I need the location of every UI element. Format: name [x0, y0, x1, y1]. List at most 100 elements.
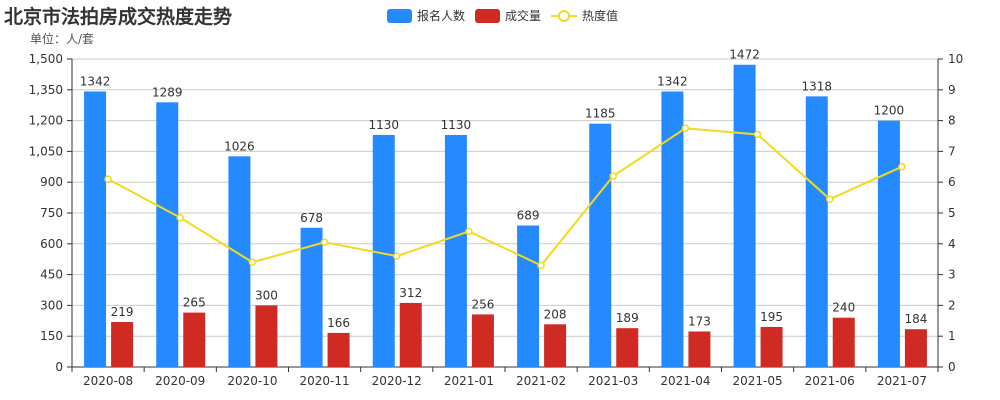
- heat-point: [537, 261, 545, 270]
- signups-bar-label: 1472: [729, 48, 760, 62]
- signups-bar: [300, 227, 323, 367]
- heat-point: [176, 213, 184, 222]
- x-tick-label: 2020-11: [300, 374, 350, 388]
- left-tick-label: 600: [40, 237, 63, 251]
- deals-bar: [832, 317, 855, 367]
- signups-bar-label: 1200: [874, 104, 905, 118]
- signups-bar-label: 1342: [80, 74, 111, 88]
- deals-bar-label: 265: [183, 296, 206, 310]
- signups-bar-label: 678: [300, 211, 323, 225]
- legend-label: 热度值: [582, 9, 619, 23]
- signups-bar: [228, 156, 251, 367]
- signups-bar: [156, 102, 179, 368]
- left-tick-label: 1,500: [29, 52, 63, 66]
- deals-bar-label: 240: [832, 301, 855, 315]
- signups-bar: [517, 225, 540, 367]
- heat-line: [107, 127, 903, 267]
- signups-bar-label: 1026: [224, 139, 255, 153]
- deals-bar: [327, 332, 350, 367]
- legend-label: 报名人数: [417, 9, 466, 23]
- chart-title: 北京市法拍房成交热度走势: [4, 6, 233, 28]
- deals-bar: [399, 302, 422, 367]
- left-tick-label: 150: [40, 329, 63, 343]
- deals-bar: [471, 314, 494, 367]
- deals-bar-label: 166: [327, 316, 350, 330]
- heat-point: [826, 195, 834, 203]
- deals-bar: [688, 331, 711, 367]
- signups-bar: [444, 134, 467, 367]
- signups-bar: [805, 96, 828, 367]
- deals-bar-label: 195: [760, 310, 783, 324]
- heat-point: [104, 175, 112, 183]
- deals-bar-label: 300: [255, 288, 278, 302]
- left-tick-label: 1,200: [29, 114, 63, 128]
- x-tick-label: 2021-05: [733, 374, 783, 388]
- right-tick-label: 4: [948, 237, 956, 251]
- signups-bar: [733, 64, 756, 368]
- legend-swatch-red: [475, 8, 501, 23]
- right-tick-label: 7: [948, 144, 956, 158]
- right-tick-label: 0: [948, 360, 956, 374]
- left-tick-label: 1,350: [29, 83, 63, 97]
- x-tick-label: 2021-07: [877, 374, 927, 388]
- left-tick-label: 450: [40, 268, 63, 282]
- legend-item-heat[interactable]: 热度值: [551, 7, 618, 24]
- right-tick-label: 1: [948, 329, 956, 343]
- right-tick-label: 3: [948, 268, 956, 282]
- right-tick-label: 10: [948, 52, 963, 66]
- x-tick-label: 2021-06: [805, 374, 855, 388]
- deals-bar-label: 208: [544, 307, 567, 321]
- x-tick-label: 2021-03: [588, 374, 638, 388]
- left-tick-label: 300: [40, 298, 63, 312]
- right-tick-label: 8: [948, 114, 956, 128]
- x-tick-label: 2020-09: [155, 374, 205, 388]
- signups-bar-label: 1289: [152, 85, 183, 99]
- heat-point: [248, 258, 257, 267]
- x-tick-label: 2020-12: [372, 374, 422, 388]
- legend-line-circle-icon: [551, 9, 578, 22]
- legend-item-deals[interactable]: 成交量: [475, 7, 541, 24]
- heat-point: [898, 163, 906, 171]
- signups-bar-label: 1130: [441, 118, 472, 132]
- right-tick-label: 6: [948, 175, 956, 189]
- x-tick-label: 2020-10: [227, 374, 277, 388]
- deals-bar: [760, 326, 783, 367]
- x-tick-label: 2020-08: [83, 374, 133, 388]
- unit-label: 单位：人/套: [30, 32, 95, 46]
- x-tick-label: 2021-04: [660, 374, 710, 388]
- signups-bar-label: 1185: [585, 107, 616, 121]
- signups-bar-label: 1342: [657, 74, 688, 88]
- left-tick-label: 750: [40, 206, 63, 220]
- left-tick-label: 0: [55, 360, 63, 374]
- legend-swatch-blue: [387, 8, 412, 23]
- x-tick-label: 2021-02: [516, 374, 566, 388]
- deals-bar: [544, 324, 567, 367]
- legend: 报名人数 成交量 热度值: [387, 7, 628, 24]
- heat-point: [609, 172, 617, 180]
- heat-point: [681, 124, 690, 133]
- right-tick-label: 5: [948, 206, 956, 220]
- x-tick-label: 2021-01: [444, 374, 494, 388]
- deals-bar-label: 219: [111, 305, 134, 319]
- legend-item-signups[interactable]: 报名人数: [387, 7, 465, 24]
- deals-bar: [111, 322, 134, 367]
- right-tick-label: 9: [948, 83, 956, 97]
- deals-bar-label: 312: [399, 286, 422, 300]
- legend-label: 成交量: [505, 9, 542, 23]
- deals-bar-label: 256: [471, 297, 494, 311]
- signups-bar: [84, 91, 107, 368]
- left-tick-label: 1,050: [29, 144, 63, 158]
- signups-bar: [589, 123, 612, 368]
- signups-bar: [372, 134, 395, 367]
- signups-bar-label: 1130: [368, 118, 399, 132]
- deals-bar: [255, 305, 278, 367]
- heat-point: [465, 227, 473, 236]
- deals-bar: [904, 329, 927, 367]
- signups-bar: [877, 120, 900, 367]
- left-tick-label: 900: [40, 175, 63, 189]
- heat-point: [393, 252, 401, 260]
- signups-bar-label: 1318: [801, 79, 832, 93]
- right-tick-label: 2: [948, 298, 956, 312]
